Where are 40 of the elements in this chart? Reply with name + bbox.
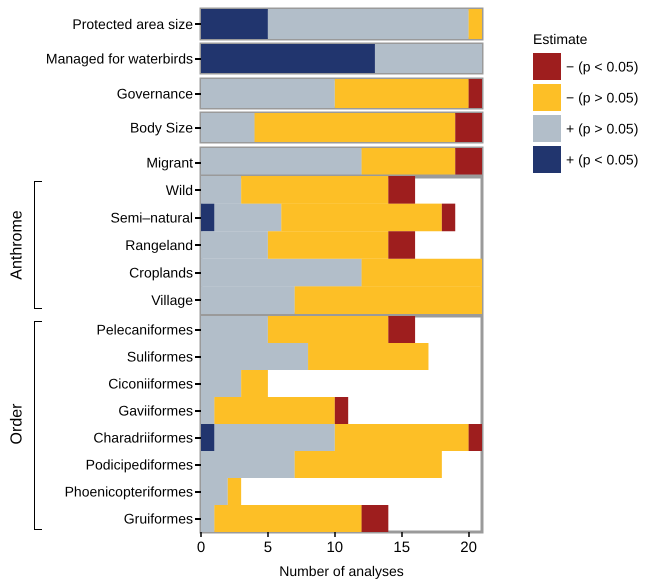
legend-label: − (p < 0.05) <box>566 58 638 74</box>
y-tick-label: Charadriiformes <box>93 430 193 446</box>
bar <box>201 424 214 451</box>
y-tick-label: Phoenicopteriformes <box>64 484 193 500</box>
y-tick-label: Wild <box>166 182 193 198</box>
legend-title: Estimate <box>533 31 588 47</box>
y-tick-label: Managed for waterbirds <box>46 50 193 66</box>
x-axis-title: Number of analyses <box>279 563 404 579</box>
y-tick-label: Body Size <box>130 120 194 136</box>
bar <box>388 231 416 259</box>
y-tick-label: Governance <box>116 86 194 102</box>
x-tick-label: 0 <box>196 539 206 556</box>
legend-label: + (p > 0.05) <box>566 120 638 136</box>
bar <box>388 176 416 204</box>
y-tick-label: Gruiformes <box>124 510 193 526</box>
bar <box>201 204 214 232</box>
bar <box>468 424 482 451</box>
y-tick-label: Ciconiiformes <box>108 376 193 392</box>
y-tick-label: Croplands <box>129 264 193 281</box>
y-tick-label: Gaviiformes <box>118 402 193 418</box>
bar <box>362 505 388 532</box>
bar <box>388 316 416 343</box>
legend-label: − (p > 0.05) <box>566 90 638 106</box>
x-tick-label: 5 <box>264 539 272 556</box>
legend-label: + (p < 0.05) <box>566 152 638 168</box>
x-tick-label: 20 <box>460 539 477 556</box>
y-axis-title: Order <box>8 402 26 444</box>
y-tick-label: Suliformes <box>126 348 193 364</box>
y-tick-label: Rangeland <box>125 237 193 253</box>
y-axis-title: Anthrome <box>8 210 26 280</box>
y-tick-label: Village <box>151 292 194 308</box>
x-tick-label: 10 <box>326 539 344 556</box>
y-tick-label: Semi–natural <box>110 209 193 226</box>
y-tick-label: Protected area size <box>72 16 194 32</box>
bar <box>442 204 456 232</box>
x-tick-label: 15 <box>393 539 410 556</box>
bar <box>334 397 348 424</box>
y-tick-label: Pelecaniformes <box>96 322 193 338</box>
y-tick-label: Podicipediformes <box>86 456 193 472</box>
y-tick-label: Migrant <box>146 154 194 170</box>
